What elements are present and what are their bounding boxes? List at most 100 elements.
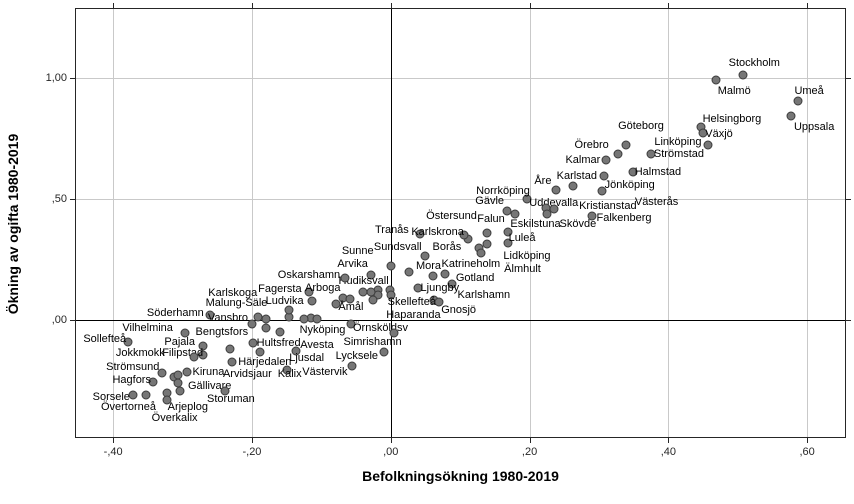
y-gridline <box>75 78 846 80</box>
data-point <box>601 155 611 165</box>
data-point <box>189 352 199 362</box>
x-tick-mark-top <box>668 3 670 8</box>
data-point <box>275 327 285 337</box>
data-point <box>587 211 597 221</box>
point-label: Uppsala <box>793 121 835 134</box>
point-label: Tranås <box>374 224 409 237</box>
data-point <box>227 357 237 367</box>
data-point <box>738 70 748 80</box>
x-gridline <box>251 8 253 438</box>
point-label: Halmstad <box>634 165 682 178</box>
point-label: Gotland <box>455 271 495 284</box>
x-zero-reference-line <box>390 8 392 438</box>
data-point <box>510 209 520 219</box>
point-label: Arjeplog <box>167 400 208 413</box>
point-label: Söderhamn <box>146 306 204 319</box>
point-label: Storuman <box>207 392 255 405</box>
point-label: Västervik <box>302 365 348 378</box>
x-tick-label: -,20 <box>242 446 262 458</box>
data-point <box>180 328 190 338</box>
point-label: Skellefteå <box>387 295 436 308</box>
data-point <box>284 305 294 315</box>
y-gridline <box>75 199 846 201</box>
data-point <box>420 251 430 261</box>
point-label: Luleå <box>508 232 536 245</box>
data-point <box>428 271 438 281</box>
data-point <box>261 323 271 333</box>
point-label: Jokkmokk <box>115 346 165 359</box>
x-tick-mark <box>113 438 115 443</box>
point-label: Sorsele <box>92 390 130 403</box>
point-label: Arboga <box>305 281 341 294</box>
point-label: Arvika <box>337 257 368 270</box>
data-point <box>346 319 355 329</box>
point-label: Helsingborg <box>702 112 762 125</box>
y-axis-title: Ökning av ogifta 1980-2019 <box>5 133 21 315</box>
point-label: Umeå <box>794 85 824 98</box>
point-label: Västerås <box>634 195 679 208</box>
data-point <box>198 341 208 351</box>
data-point <box>459 230 469 240</box>
plot-frame <box>75 8 846 438</box>
x-gridline <box>668 8 670 438</box>
point-label: Skövde <box>559 218 597 231</box>
data-point <box>307 296 317 306</box>
data-point <box>703 140 713 150</box>
point-label: Pajala <box>164 335 195 348</box>
point-label: Vansbro <box>207 312 249 325</box>
x-tick-label: ,60 <box>799 446 815 458</box>
point-label: Eskilstuna <box>510 218 561 230</box>
data-point <box>141 390 151 400</box>
point-label: Kalix <box>277 368 302 381</box>
data-point <box>542 209 552 219</box>
x-tick-mark <box>668 438 670 443</box>
point-label: Haparanda <box>386 309 441 322</box>
data-point <box>312 314 321 324</box>
x-tick-mark-top <box>390 3 392 8</box>
x-tick-mark <box>390 438 392 443</box>
point-label: Hudiksvall <box>338 274 389 287</box>
data-point <box>175 386 185 396</box>
data-point <box>299 314 309 324</box>
point-label: Älmhult <box>504 263 541 276</box>
data-point <box>128 390 138 400</box>
data-point <box>597 186 607 196</box>
data-point <box>182 367 192 377</box>
data-point <box>568 181 578 191</box>
x-axis-title: Befolkningsökning 1980-2019 <box>362 468 559 484</box>
data-point <box>404 267 414 277</box>
y-tick-mark-right <box>846 78 851 80</box>
data-point <box>482 228 492 238</box>
point-label: Gnosjö <box>441 304 477 317</box>
data-point <box>304 287 314 297</box>
x-tick-mark-top <box>251 3 253 8</box>
data-point <box>205 310 215 320</box>
point-label: Sollefteå <box>83 332 127 345</box>
data-point <box>549 204 559 214</box>
point-label: Ljusdal <box>289 351 325 364</box>
point-label: Karlstad <box>556 170 597 183</box>
data-point <box>522 194 532 204</box>
data-point <box>340 273 350 283</box>
point-label: Karlskrona <box>411 226 464 239</box>
x-tick-mark <box>251 438 253 443</box>
point-label: Borås <box>432 240 462 253</box>
y-tick-label: ,50 <box>51 193 67 206</box>
point-label: Nyköping <box>299 324 346 336</box>
point-label: Malmö <box>717 85 751 98</box>
point-label: Falun <box>477 212 505 225</box>
y-tick-label: ,00 <box>51 313 67 326</box>
y-tick-mark <box>70 319 75 321</box>
point-label: Strömstad <box>653 148 705 161</box>
point-label: Åmål <box>338 301 364 314</box>
point-label: Jönköping <box>604 179 655 192</box>
x-tick-label: ,20 <box>521 446 538 458</box>
data-point <box>551 185 561 195</box>
point-label: Övertorneå <box>100 400 156 413</box>
data-point <box>476 248 486 258</box>
data-point <box>123 337 133 347</box>
point-label: Örnsköldsv <box>352 322 409 335</box>
data-point <box>282 365 292 375</box>
data-point <box>503 238 513 248</box>
data-point <box>447 279 457 289</box>
